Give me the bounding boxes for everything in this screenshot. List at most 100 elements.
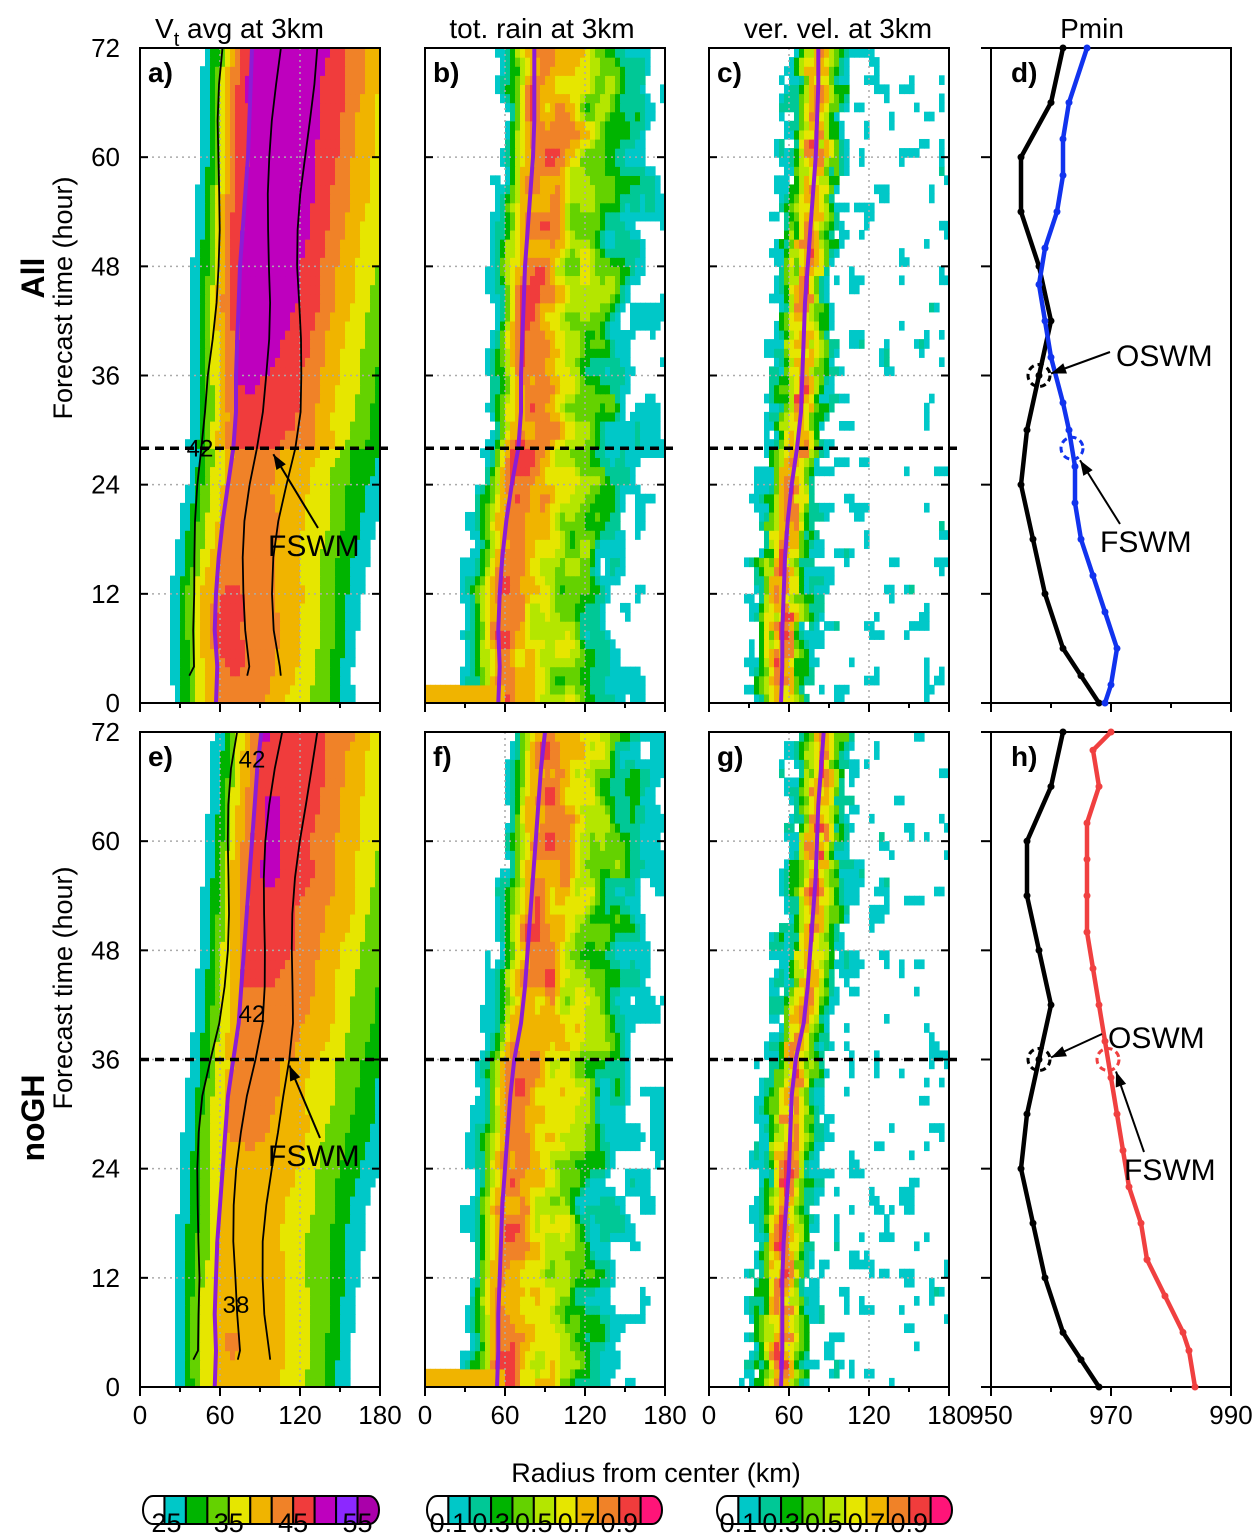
heatmap-cell [210, 575, 216, 586]
heatmap-cell [325, 184, 331, 195]
heatmap-cell [515, 648, 521, 659]
heatmap-cell [605, 239, 611, 249]
heatmap-cell [515, 539, 521, 549]
heatmap-cell [555, 566, 561, 577]
heatmap-cell [555, 630, 561, 640]
heatmap-cell [220, 229, 226, 240]
heatmap-cell [355, 275, 361, 286]
heatmap-cell [535, 639, 541, 650]
heatmap-cell [560, 375, 566, 386]
heatmap-cell [300, 84, 306, 95]
heatmap-cell [575, 593, 581, 604]
heatmap-cell [325, 366, 331, 377]
heatmap-cell [375, 375, 380, 386]
heatmap-cell [510, 402, 516, 413]
heatmap-cell [565, 229, 571, 240]
heatmap-cell [230, 138, 236, 149]
heatmap-cell [225, 448, 231, 458]
heatmap-cell [525, 493, 531, 504]
heatmap-cell [485, 348, 491, 358]
heatmap-cell [315, 402, 321, 413]
heatmap-cell [315, 184, 321, 195]
heatmap-cell [345, 430, 351, 440]
heatmap-cell [300, 48, 306, 58]
heatmap-cell [310, 566, 316, 577]
heatmap-cell [585, 439, 591, 449]
heatmap-cell [620, 120, 626, 131]
heatmap-cell [270, 457, 276, 468]
heatmap-cell [280, 293, 286, 304]
heatmap-cell [290, 375, 296, 386]
heatmap-cell [375, 430, 380, 440]
heatmap-cell [590, 348, 596, 358]
heatmap-cell [470, 693, 476, 703]
heatmap-cell [490, 248, 496, 258]
heatmap-cell [530, 402, 536, 413]
heatmap-cell [200, 129, 206, 140]
heatmap-cell [605, 311, 611, 322]
heatmap-cell [570, 493, 576, 504]
heatmap-cell [585, 539, 591, 549]
heatmap-cell [470, 557, 476, 568]
heatmap-cell [280, 566, 286, 577]
heatmap-cell [500, 630, 506, 640]
heatmap-cell [615, 284, 621, 295]
heatmap-cell [500, 475, 506, 486]
heatmap-cell [255, 430, 261, 440]
heatmap-cell [225, 430, 231, 440]
heatmap-cell [215, 493, 221, 504]
heatmap-cell [305, 211, 311, 222]
heatmap-cell [245, 229, 251, 240]
heatmap-cell [300, 584, 306, 595]
heatmap-cell [340, 166, 346, 176]
heatmap-cell [305, 530, 311, 540]
heatmap-cell [320, 366, 326, 377]
heatmap-cell [550, 248, 556, 258]
heatmap-cell [525, 193, 531, 204]
heatmap-cell [195, 330, 201, 340]
heatmap-cell [500, 311, 506, 322]
heatmap-cell [520, 202, 526, 213]
heatmap-cell [560, 111, 566, 122]
heatmap-cell [355, 557, 361, 568]
heatmap-cell [540, 457, 546, 468]
heatmap-cell [245, 693, 251, 703]
heatmap-cell [255, 684, 261, 695]
heatmap-cell [255, 548, 261, 559]
heatmap-cell [500, 439, 506, 449]
heatmap-cell [480, 630, 486, 640]
heatmap-cell [365, 457, 371, 468]
heatmap-cell [355, 575, 361, 586]
heatmap-cell [490, 484, 496, 495]
heatmap-cell [560, 129, 566, 140]
heatmap-cell [590, 602, 596, 613]
heatmap-cell [565, 193, 571, 204]
heatmap-cell [565, 348, 571, 358]
heatmap-cell [525, 129, 531, 140]
heatmap-cell [275, 202, 281, 213]
heatmap-cell [615, 111, 621, 122]
heatmap-cell [545, 330, 551, 340]
heatmap-cell [615, 239, 621, 249]
heatmap-cell [330, 202, 336, 213]
heatmap-cell [205, 657, 211, 668]
heatmap-cell [495, 320, 501, 331]
heatmap-cell [280, 84, 286, 95]
heatmap-cell [615, 648, 621, 659]
heatmap-cell [615, 557, 621, 568]
heatmap-cell [590, 211, 596, 222]
heatmap-cell [610, 211, 616, 222]
heatmap-cell [465, 575, 471, 586]
heatmap-cell [215, 239, 221, 249]
heatmap-cell [370, 302, 376, 313]
heatmap-cell [615, 66, 621, 76]
heatmap-cell [290, 430, 296, 440]
heatmap-cell [640, 184, 646, 195]
heatmap-cell [350, 630, 356, 640]
heatmap-cell [510, 111, 516, 122]
heatmap-cell [560, 166, 566, 176]
heatmap-cell [285, 148, 291, 158]
heatmap-cell [525, 639, 531, 650]
heatmap-cell [555, 366, 561, 377]
heatmap-cell [605, 366, 611, 377]
